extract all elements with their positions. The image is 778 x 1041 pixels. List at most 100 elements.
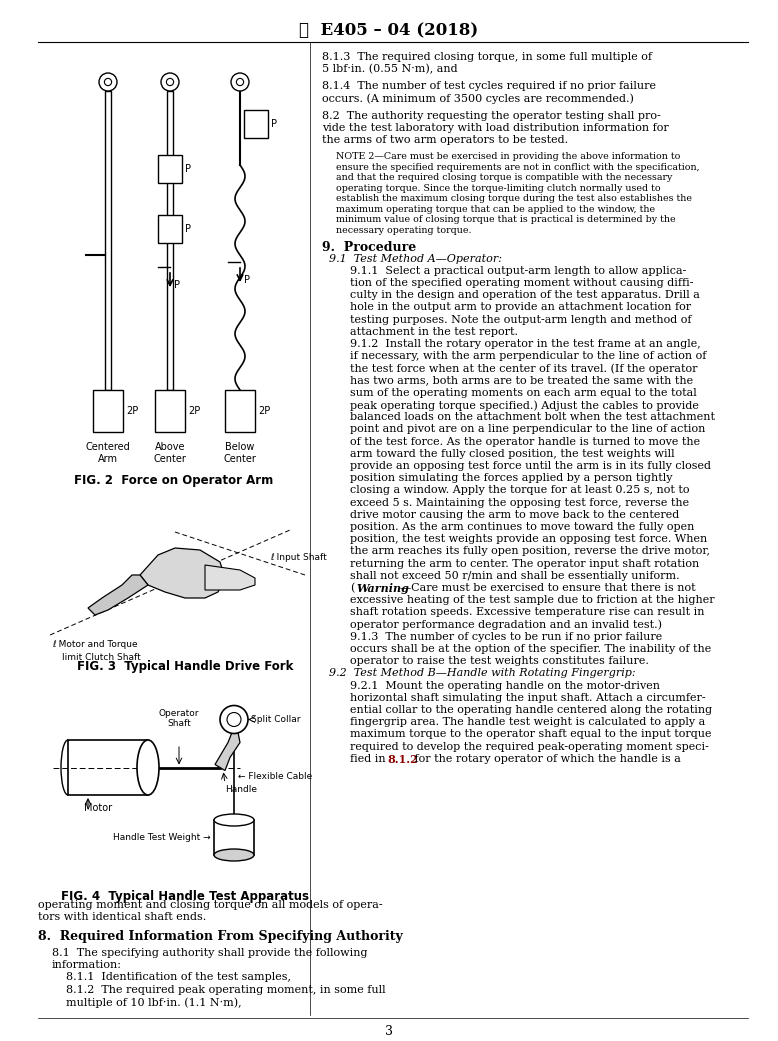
Text: 2P: 2P xyxy=(258,406,270,416)
Text: P: P xyxy=(174,280,180,290)
Text: 8.  Required Information From Specifying Authority: 8. Required Information From Specifying … xyxy=(38,930,403,943)
Text: operating moment and closing torque on all models of opera-: operating moment and closing torque on a… xyxy=(38,900,383,910)
Circle shape xyxy=(166,78,173,85)
Text: 9.1.3  The number of cycles to be run if no prior failure: 9.1.3 The number of cycles to be run if … xyxy=(350,632,662,642)
Polygon shape xyxy=(88,575,148,615)
Text: has two arms, both arms are to be treated the same with the: has two arms, both arms are to be treate… xyxy=(350,376,693,385)
Polygon shape xyxy=(215,722,240,770)
Circle shape xyxy=(104,78,111,85)
Text: closing a window. Apply the torque for at least 0.25 s, not to: closing a window. Apply the torque for a… xyxy=(350,485,689,496)
Text: of the test force. As the operator handle is turned to move the: of the test force. As the operator handl… xyxy=(350,436,700,447)
Circle shape xyxy=(231,73,249,91)
Text: information:: information: xyxy=(52,960,122,970)
Text: Below
Center: Below Center xyxy=(223,442,257,463)
Text: Motor: Motor xyxy=(84,803,112,813)
Text: position. As the arm continues to move toward the fully open: position. As the arm continues to move t… xyxy=(350,522,695,532)
Text: position simulating the forces applied by a person tightly: position simulating the forces applied b… xyxy=(350,474,672,483)
Text: Above
Center: Above Center xyxy=(153,442,187,463)
Text: minimum value of closing torque that is practical is determined by the: minimum value of closing torque that is … xyxy=(336,215,675,225)
Text: the arms of two arm operators to be tested.: the arms of two arm operators to be test… xyxy=(322,135,568,145)
Text: 8.1.1  Identification of the test samples,: 8.1.1 Identification of the test samples… xyxy=(66,972,291,983)
Text: provide an opposing test force until the arm is in its fully closed: provide an opposing test force until the… xyxy=(350,461,711,471)
Text: testing purposes. Note the output-arm length and method of: testing purposes. Note the output-arm le… xyxy=(350,314,692,325)
Polygon shape xyxy=(140,548,225,598)
Text: P: P xyxy=(185,164,191,174)
Text: occurs. (A minimum of 3500 cycles are recommended.): occurs. (A minimum of 3500 cycles are re… xyxy=(322,94,634,104)
Text: peak operating torque specified.) Adjust the cables to provide: peak operating torque specified.) Adjust… xyxy=(350,400,699,410)
Text: (: ( xyxy=(350,583,354,593)
Text: limit Clutch Shaft: limit Clutch Shaft xyxy=(62,653,141,662)
Text: operator performance degradation and an invalid test.): operator performance degradation and an … xyxy=(350,619,662,630)
Bar xyxy=(68,740,148,795)
Text: ensure the specified requirements are not in conflict with the specification,: ensure the specified requirements are no… xyxy=(336,162,699,172)
Text: returning the arm to center. The operator input shaft rotation: returning the arm to center. The operato… xyxy=(350,559,699,568)
Text: ℓ Motor and Torque: ℓ Motor and Torque xyxy=(52,640,138,649)
Text: Handle: Handle xyxy=(225,786,257,794)
Text: occurs shall be at the option of the specifier. The inability of the: occurs shall be at the option of the spe… xyxy=(350,644,711,654)
Text: 9.  Procedure: 9. Procedure xyxy=(322,242,416,254)
Bar xyxy=(244,110,268,138)
Text: hole in the output arm to provide an attachment location for: hole in the output arm to provide an att… xyxy=(350,302,691,312)
Text: excessive heating of the test sample due to friction at the higher: excessive heating of the test sample due… xyxy=(350,595,715,605)
Text: 9.2  Test Method B—Handle with Rotating Fingergrip:: 9.2 Test Method B—Handle with Rotating F… xyxy=(322,668,636,679)
Bar xyxy=(158,215,182,243)
Text: shall not exceed 50 r/min and shall be essentially uniform.: shall not exceed 50 r/min and shall be e… xyxy=(350,570,680,581)
Text: —Care must be exercised to ensure that there is not: —Care must be exercised to ensure that t… xyxy=(400,583,696,593)
Text: attachment in the test report.: attachment in the test report. xyxy=(350,327,518,337)
Bar xyxy=(158,155,182,183)
Text: arm toward the fully closed position, the test weights will: arm toward the fully closed position, th… xyxy=(350,449,675,459)
Circle shape xyxy=(161,73,179,91)
Text: 2P: 2P xyxy=(188,406,200,416)
Circle shape xyxy=(220,706,248,734)
Text: culty in the design and operation of the test apparatus. Drill a: culty in the design and operation of the… xyxy=(350,290,700,300)
Text: Ⓜ  E405 – 04 (2018): Ⓜ E405 – 04 (2018) xyxy=(300,22,478,39)
Text: tion of the specified operating moment without causing diffi-: tion of the specified operating moment w… xyxy=(350,278,693,288)
Text: balanced loads on the attachment bolt when the test attachment: balanced loads on the attachment bolt wh… xyxy=(350,412,715,423)
Text: 8.1  The specifying authority shall provide the following: 8.1 The specifying authority shall provi… xyxy=(52,947,367,958)
Text: horizontal shaft simulating the input shaft. Attach a circumfer-: horizontal shaft simulating the input sh… xyxy=(350,693,706,703)
Text: 9.1  Test Method A—Operator:: 9.1 Test Method A—Operator: xyxy=(322,254,502,263)
Text: maximum torque to the operator shaft equal to the input torque: maximum torque to the operator shaft equ… xyxy=(350,730,712,739)
Text: FIG. 3  Typical Handle Drive Fork: FIG. 3 Typical Handle Drive Fork xyxy=(77,660,293,672)
Ellipse shape xyxy=(214,814,254,826)
Text: point and pivot are on a line perpendicular to the line of action: point and pivot are on a line perpendicu… xyxy=(350,425,706,434)
Text: Centered
Arm: Centered Arm xyxy=(86,442,131,463)
Text: position, the test weights provide an opposing test force. When: position, the test weights provide an op… xyxy=(350,534,707,544)
Text: 9.2.1  Mount the operating handle on the motor-driven: 9.2.1 Mount the operating handle on the … xyxy=(350,681,660,690)
Text: tors with identical shaft ends.: tors with identical shaft ends. xyxy=(38,913,206,922)
Bar xyxy=(167,91,173,390)
Text: FIG. 2  Force on Operator Arm: FIG. 2 Force on Operator Arm xyxy=(75,474,274,487)
Text: 5 lbf·in. (0.55 N·m), and: 5 lbf·in. (0.55 N·m), and xyxy=(322,65,457,75)
Text: NOTE 2—Care must be exercised in providing the above information to: NOTE 2—Care must be exercised in providi… xyxy=(336,152,681,161)
Bar xyxy=(225,390,255,432)
Text: necessary operating torque.: necessary operating torque. xyxy=(336,226,471,235)
Text: 9.1.1  Select a practical output-arm length to allow applica-: 9.1.1 Select a practical output-arm leng… xyxy=(350,265,686,276)
Text: 8.2  The authority requesting the operator testing shall pro-: 8.2 The authority requesting the operato… xyxy=(322,110,661,121)
Text: the arm reaches its fully open position, reverse the drive motor,: the arm reaches its fully open position,… xyxy=(350,547,710,556)
Text: ℓ Input Shaft: ℓ Input Shaft xyxy=(270,554,327,562)
Text: vide the test laboratory with load distribution information for: vide the test laboratory with load distr… xyxy=(322,123,669,133)
Text: Warning: Warning xyxy=(356,583,409,594)
Text: P: P xyxy=(271,119,277,129)
Text: fied in: fied in xyxy=(350,754,389,764)
Text: FIG. 4  Typical Handle Test Apparatus: FIG. 4 Typical Handle Test Apparatus xyxy=(61,890,309,903)
Text: 2P: 2P xyxy=(126,406,138,416)
Text: sum of the operating moments on each arm equal to the total: sum of the operating moments on each arm… xyxy=(350,388,697,398)
Text: required to develop the required peak-operating moment speci-: required to develop the required peak-op… xyxy=(350,741,709,752)
Text: and that the required closing torque is compatible with the necessary: and that the required closing torque is … xyxy=(336,174,672,182)
Polygon shape xyxy=(205,565,255,590)
Text: ential collar to the operating handle centered along the rotating: ential collar to the operating handle ce… xyxy=(350,705,712,715)
Text: drive motor causing the arm to move back to the centered: drive motor causing the arm to move back… xyxy=(350,510,679,519)
Text: exceed 5 s. Maintaining the opposing test force, reverse the: exceed 5 s. Maintaining the opposing tes… xyxy=(350,498,689,508)
Text: shaft rotation speeds. Excessive temperature rise can result in: shaft rotation speeds. Excessive tempera… xyxy=(350,607,705,617)
Text: 8.1.3  The required closing torque, in some full multiple of: 8.1.3 The required closing torque, in so… xyxy=(322,52,652,62)
Text: the test force when at the center of its travel. (If the operator: the test force when at the center of its… xyxy=(350,363,698,374)
Circle shape xyxy=(227,712,241,727)
Text: establish the maximum closing torque during the test also establishes the: establish the maximum closing torque dur… xyxy=(336,195,692,203)
Text: 8.1.4  The number of test cycles required if no prior failure: 8.1.4 The number of test cycles required… xyxy=(322,81,656,92)
Text: P: P xyxy=(185,224,191,234)
Text: 3: 3 xyxy=(385,1025,393,1038)
Text: Operator
Shaft: Operator Shaft xyxy=(159,709,199,728)
Text: Handle Test Weight →: Handle Test Weight → xyxy=(114,833,211,842)
Text: P: P xyxy=(244,275,250,285)
